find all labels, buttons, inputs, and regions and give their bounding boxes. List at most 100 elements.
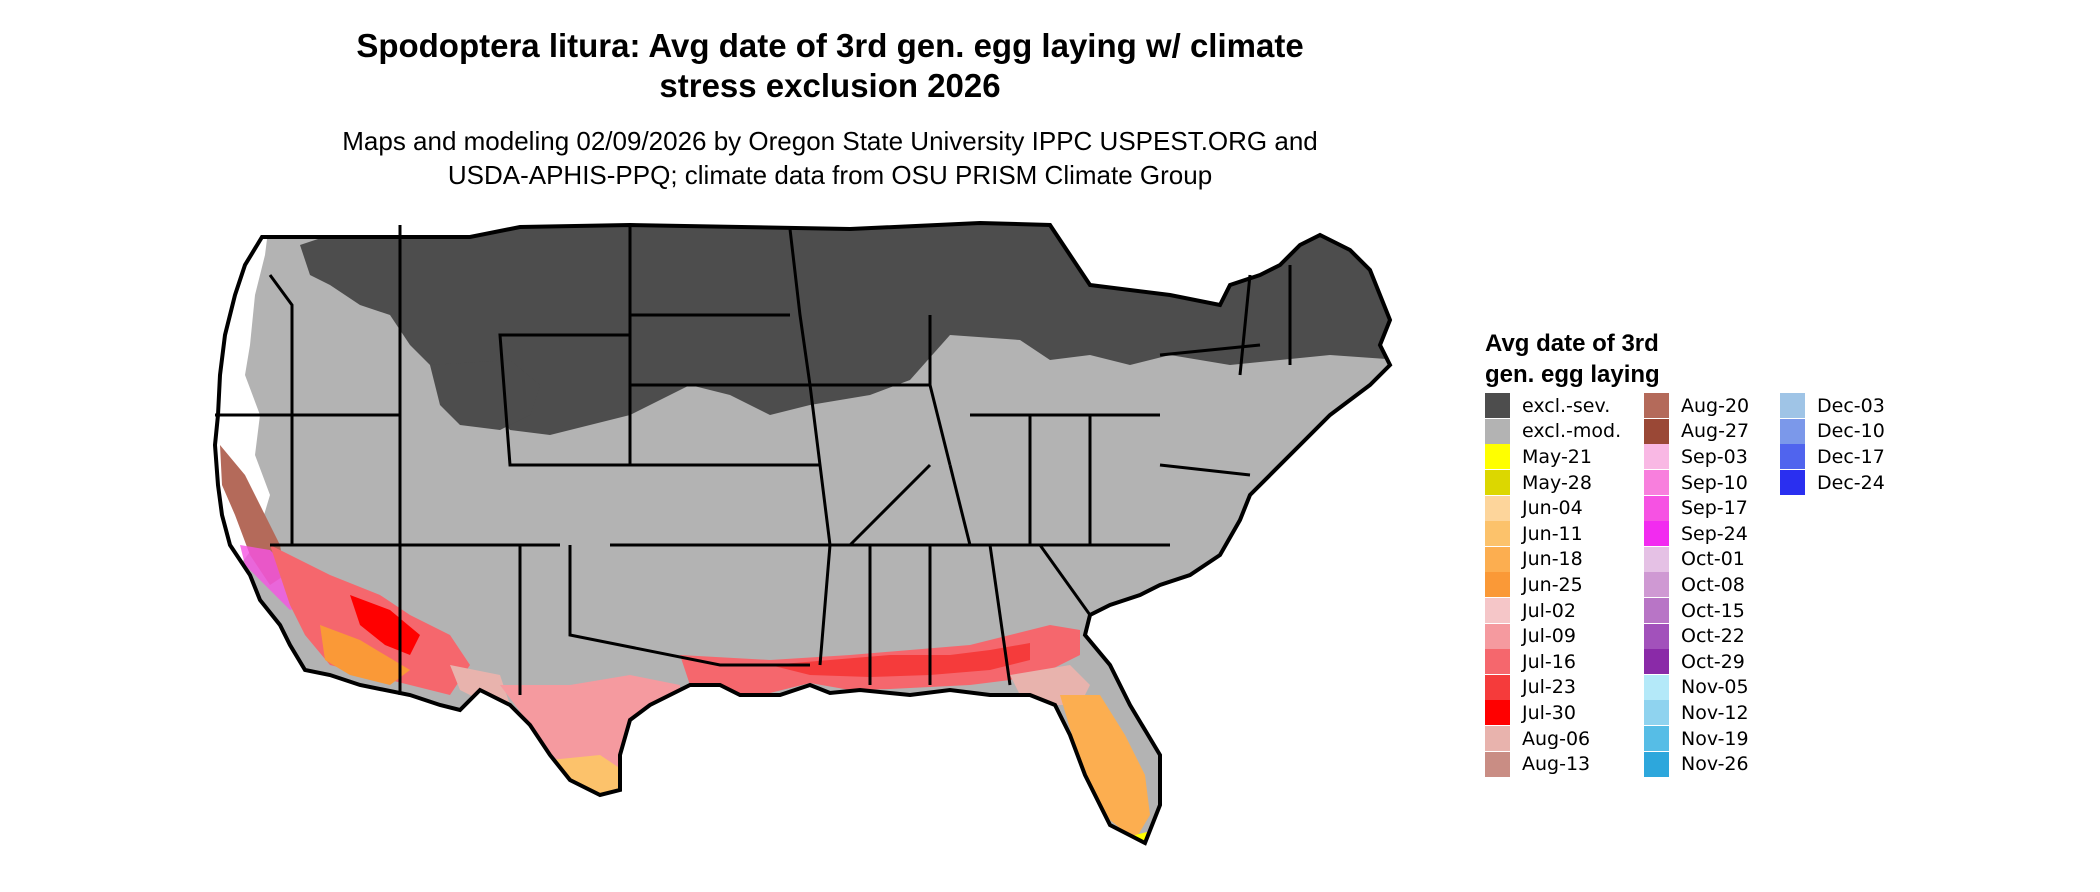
legend-item: Sep-17 xyxy=(1644,495,1749,521)
legend-item: Nov-12 xyxy=(1644,700,1749,726)
legend-label: Nov-12 xyxy=(1681,701,1749,724)
legend-label: Jul-02 xyxy=(1522,599,1576,622)
legend-item: Nov-05 xyxy=(1644,674,1749,701)
legend-swatch xyxy=(1485,572,1510,598)
legend-item: Aug-27 xyxy=(1644,418,1749,445)
map-subtitle-line2: USDA-APHIS-PPQ; climate data from OSU PR… xyxy=(447,160,1213,190)
legend-column-2: Aug-20 Aug-27 Sep-03 Sep-10 Sep-17 Sep-24 Oct-… xyxy=(1644,393,1749,777)
legend-item: Sep-03 xyxy=(1644,444,1749,470)
legend-swatch xyxy=(1644,649,1669,675)
legend-label: Oct-29 xyxy=(1681,650,1745,673)
legend-item: Dec-17 xyxy=(1780,444,1885,470)
legend-item: Nov-19 xyxy=(1644,726,1749,752)
map-title: Spodoptera litura: Avg date of 3rd gen. … xyxy=(230,26,1430,106)
legend-swatch xyxy=(1644,572,1669,598)
legend-item: Jul-16 xyxy=(1485,649,1621,675)
legend-label: Jul-23 xyxy=(1522,676,1576,699)
legend-label: Dec-10 xyxy=(1817,420,1885,443)
legend-label: Aug-06 xyxy=(1522,727,1591,750)
legend-swatch xyxy=(1485,470,1510,496)
legend-item: May-28 xyxy=(1485,470,1621,496)
legend-label: Aug-20 xyxy=(1681,394,1750,417)
legend-label: Oct-01 xyxy=(1681,548,1745,571)
legend-label: May-21 xyxy=(1522,445,1592,468)
legend-label: Nov-19 xyxy=(1681,727,1749,750)
legend-swatch xyxy=(1485,521,1510,547)
legend-label: Jun-18 xyxy=(1522,548,1583,571)
legend-item: Aug-20 xyxy=(1644,393,1749,419)
legend-label: Jul-09 xyxy=(1522,625,1576,648)
legend-label: Oct-08 xyxy=(1681,573,1745,596)
legend-swatch xyxy=(1644,495,1669,521)
legend-swatch xyxy=(1485,700,1510,726)
us-outline xyxy=(212,220,1393,846)
legend-label: Jul-30 xyxy=(1522,701,1576,724)
legend-label: Jul-16 xyxy=(1522,650,1576,673)
legend-item: Aug-13 xyxy=(1485,751,1621,777)
legend-label: Sep-24 xyxy=(1681,522,1748,545)
legend-swatch xyxy=(1644,521,1669,547)
legend-item: Oct-08 xyxy=(1644,572,1749,598)
legend-item: Dec-03 xyxy=(1780,393,1885,419)
legend-item: Dec-10 xyxy=(1780,418,1885,445)
legend-swatch xyxy=(1485,393,1510,419)
legend-label: Nov-26 xyxy=(1681,753,1749,776)
legend-item: Jun-18 xyxy=(1485,546,1621,573)
zone-aug-nm-border xyxy=(450,665,510,705)
legend-item: Oct-22 xyxy=(1644,623,1749,649)
zone-jul30-gulf xyxy=(770,643,1030,677)
legend-swatch xyxy=(1644,751,1669,777)
zone-jun-az xyxy=(320,625,410,685)
legend-item: Jun-25 xyxy=(1485,572,1621,598)
legend-swatch xyxy=(1644,393,1669,419)
legend-label: Jun-04 xyxy=(1522,497,1583,520)
legend-label: Jun-11 xyxy=(1522,522,1583,545)
legend-label: Oct-15 xyxy=(1681,599,1745,622)
legend-title-line1: Avg date of 3rd xyxy=(1485,330,1659,357)
legend-item: Jul-02 xyxy=(1485,598,1621,624)
legend-label: Dec-24 xyxy=(1817,471,1885,494)
legend-swatch xyxy=(1485,418,1510,444)
legend-swatch xyxy=(1644,418,1669,444)
legend-item: Sep-10 xyxy=(1644,470,1749,496)
legend-column-3: Dec-03 Dec-10 Dec-17 Dec-24 xyxy=(1780,393,1885,496)
legend-item: Jul-30 xyxy=(1485,700,1621,726)
legend-item: Jun-04 xyxy=(1485,495,1621,521)
legend-swatch xyxy=(1485,598,1510,624)
legend-swatch xyxy=(1644,623,1669,649)
us-map xyxy=(212,220,1393,846)
legend-swatch xyxy=(1780,470,1805,496)
legend-swatch xyxy=(1644,700,1669,726)
legend-item: Sep-24 xyxy=(1644,521,1749,547)
legend-swatch xyxy=(1780,393,1805,419)
legend-title: Avg date of 3rd gen. egg laying xyxy=(1485,328,1660,390)
legend-item: Jun-11 xyxy=(1485,521,1621,547)
zone-jul30-az xyxy=(350,595,420,655)
map-subtitle-line1: Maps and modeling 02/09/2026 by Oregon S… xyxy=(342,126,1318,156)
state-boundaries xyxy=(215,225,1292,695)
legend-label: Dec-17 xyxy=(1817,445,1885,468)
map-title-line1: Spodoptera litura: Avg date of 3rd gen. … xyxy=(356,27,1304,64)
legend-swatch xyxy=(1644,674,1669,700)
legend-item: Nov-26 xyxy=(1644,751,1749,777)
legend-swatch xyxy=(1485,751,1510,777)
legend-item: Jul-09 xyxy=(1485,623,1621,649)
legend-swatch xyxy=(1485,495,1510,521)
legend-item: Jul-23 xyxy=(1485,674,1621,701)
zone-jun-florida xyxy=(1060,695,1150,840)
legend-swatch xyxy=(1485,649,1510,675)
legend-label: May-28 xyxy=(1522,471,1592,494)
legend-swatch xyxy=(1780,418,1805,444)
legend-column-1: excl.-sev. excl.-mod. May-21 May-28 Jun-04 Ju… xyxy=(1485,393,1621,777)
legend-swatch xyxy=(1644,598,1669,624)
legend-item: excl.-sev. xyxy=(1485,393,1621,419)
legend-label: Sep-10 xyxy=(1681,471,1748,494)
legend-item: Dec-24 xyxy=(1780,470,1885,496)
map-title-line2: stress exclusion 2026 xyxy=(659,67,1001,104)
zone-excl-sev-rockies xyxy=(430,360,540,430)
legend-label: Oct-22 xyxy=(1681,625,1745,648)
legend-swatch xyxy=(1644,726,1669,752)
legend-swatch xyxy=(1485,444,1510,470)
legend-swatch xyxy=(1780,444,1805,470)
legend-title-line2: gen. egg laying xyxy=(1485,361,1660,388)
